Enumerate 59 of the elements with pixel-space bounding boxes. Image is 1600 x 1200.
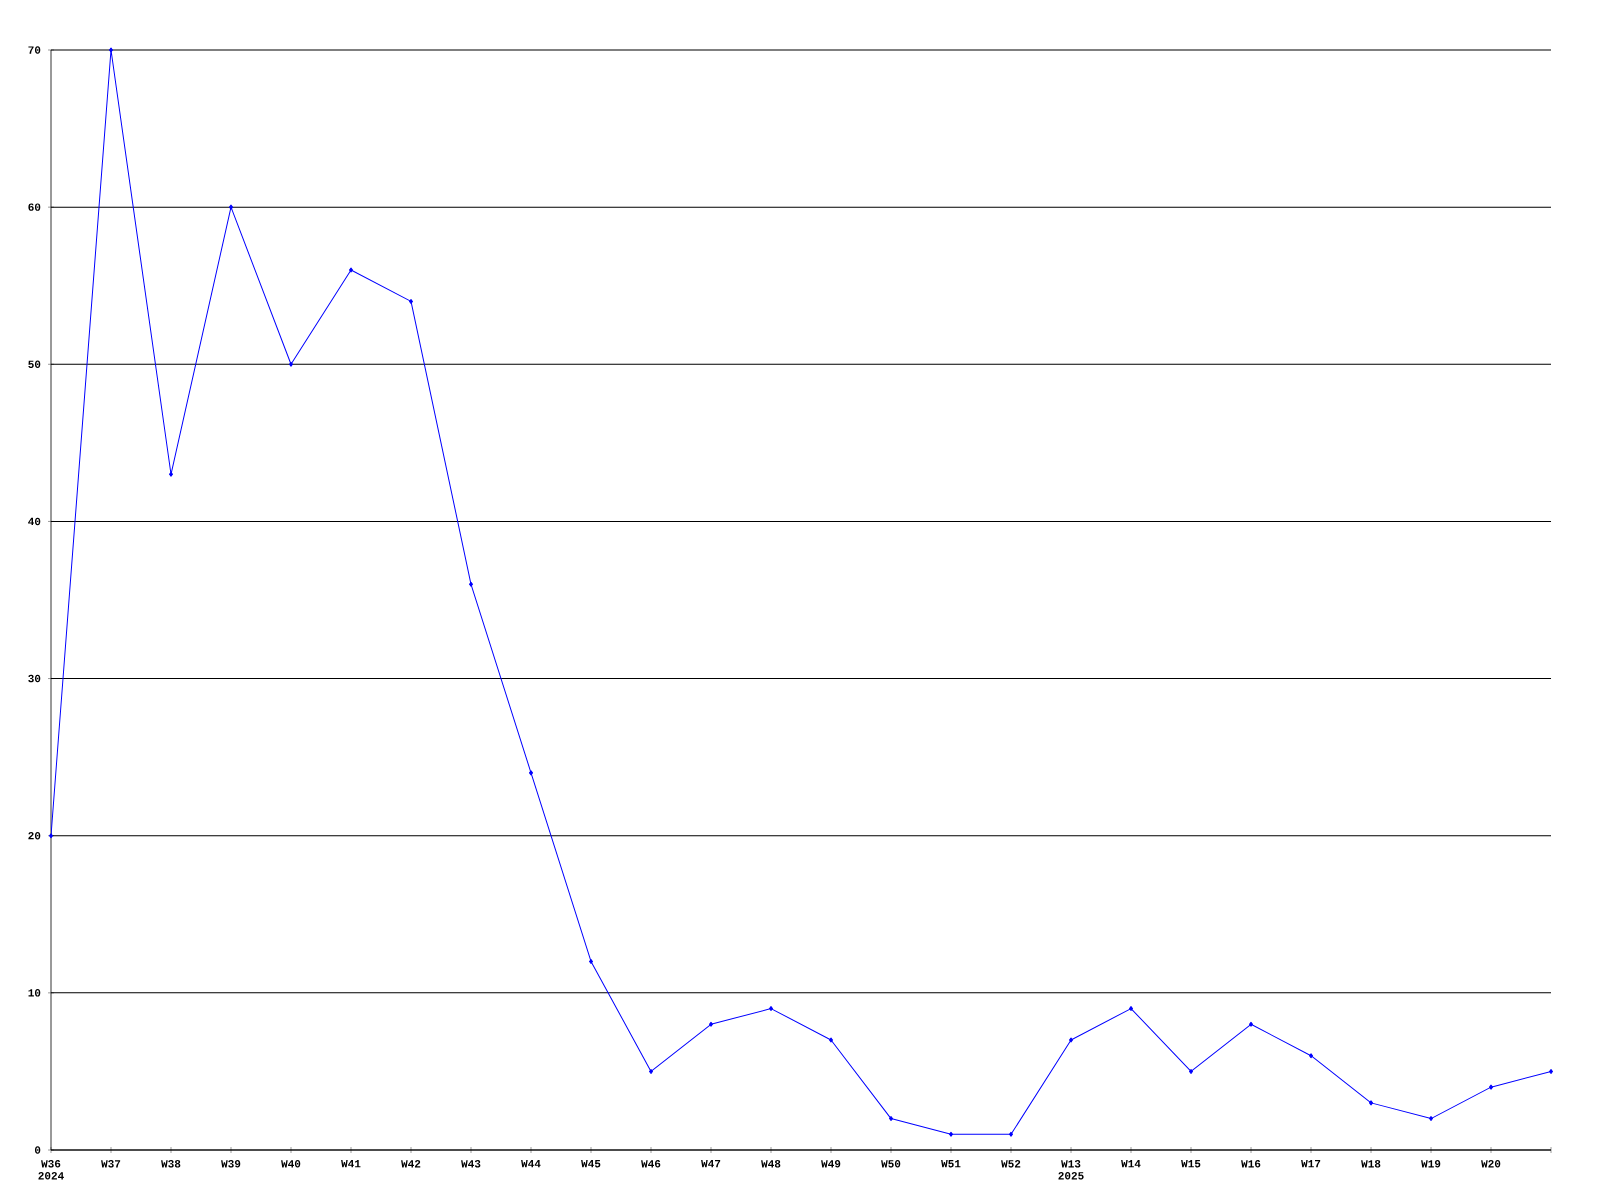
point bbox=[1249, 1021, 1254, 1027]
y-tick-label: 60 bbox=[28, 203, 41, 211]
x-tick-label: W50 bbox=[881, 1160, 901, 1168]
x-tick-label: W19 bbox=[1421, 1160, 1441, 1168]
point bbox=[409, 298, 413, 304]
point bbox=[109, 47, 113, 53]
point bbox=[1009, 1131, 1014, 1137]
point bbox=[229, 204, 233, 210]
x-tick-label: W51 bbox=[941, 1160, 961, 1168]
point bbox=[1429, 1116, 1434, 1122]
y-tick-label: 20 bbox=[28, 831, 41, 840]
x-tick-label: W37 bbox=[101, 1160, 121, 1168]
point bbox=[349, 267, 354, 273]
point bbox=[1309, 1053, 1314, 1059]
point bbox=[829, 1037, 834, 1043]
x-tick-label: W49 bbox=[821, 1160, 841, 1168]
point bbox=[589, 958, 594, 964]
y-tick-label: 30 bbox=[28, 674, 41, 683]
point bbox=[769, 1006, 774, 1012]
x-tick-label: W17 bbox=[1301, 1160, 1321, 1168]
x-tick-label: W45 bbox=[581, 1160, 601, 1168]
x-tick-label: W16 bbox=[1241, 1160, 1261, 1168]
point bbox=[1489, 1084, 1494, 1090]
x-tick-label: W41 bbox=[341, 1160, 361, 1168]
x-tick-label: W46 bbox=[641, 1160, 661, 1168]
x-tick-label: W20 bbox=[1481, 1160, 1501, 1168]
point bbox=[289, 361, 294, 367]
x-tick-label: W52 bbox=[1001, 1160, 1021, 1168]
point bbox=[709, 1021, 714, 1027]
x-tick-label: W43 bbox=[461, 1160, 481, 1168]
x-tick-label: W42 bbox=[401, 1160, 421, 1168]
point bbox=[469, 581, 474, 587]
y-tick-label: 0 bbox=[34, 1146, 41, 1154]
x-tick-label: W40 bbox=[281, 1160, 301, 1168]
x-tick-label: W36 2024 bbox=[38, 1160, 64, 1180]
y-tick-label: 40 bbox=[28, 517, 41, 526]
point bbox=[169, 471, 174, 477]
point bbox=[1369, 1100, 1374, 1106]
y-tick-label: 50 bbox=[28, 360, 41, 369]
x-tick-label: W47 bbox=[701, 1160, 721, 1168]
point bbox=[649, 1068, 654, 1074]
y-tick-label: 10 bbox=[28, 989, 41, 997]
point bbox=[1129, 1006, 1134, 1012]
point bbox=[1069, 1037, 1074, 1043]
x-tick-label: W15 bbox=[1181, 1160, 1201, 1168]
y-tick-label: 70 bbox=[28, 46, 41, 54]
x-tick-label: W44 bbox=[521, 1160, 541, 1168]
x-tick-label: W18 bbox=[1361, 1160, 1381, 1168]
point bbox=[49, 833, 53, 839]
x-tick-label: W38 bbox=[161, 1160, 181, 1168]
x-tick-label: W14 bbox=[1121, 1160, 1141, 1168]
point bbox=[1549, 1068, 1554, 1074]
point bbox=[1189, 1068, 1194, 1074]
x-tick-label: W13 2025 bbox=[1058, 1160, 1084, 1180]
point bbox=[949, 1131, 954, 1137]
x-tick-label: W39 bbox=[221, 1160, 241, 1168]
point bbox=[529, 770, 534, 776]
x-tick-label: W48 bbox=[761, 1160, 781, 1168]
point bbox=[889, 1116, 894, 1122]
